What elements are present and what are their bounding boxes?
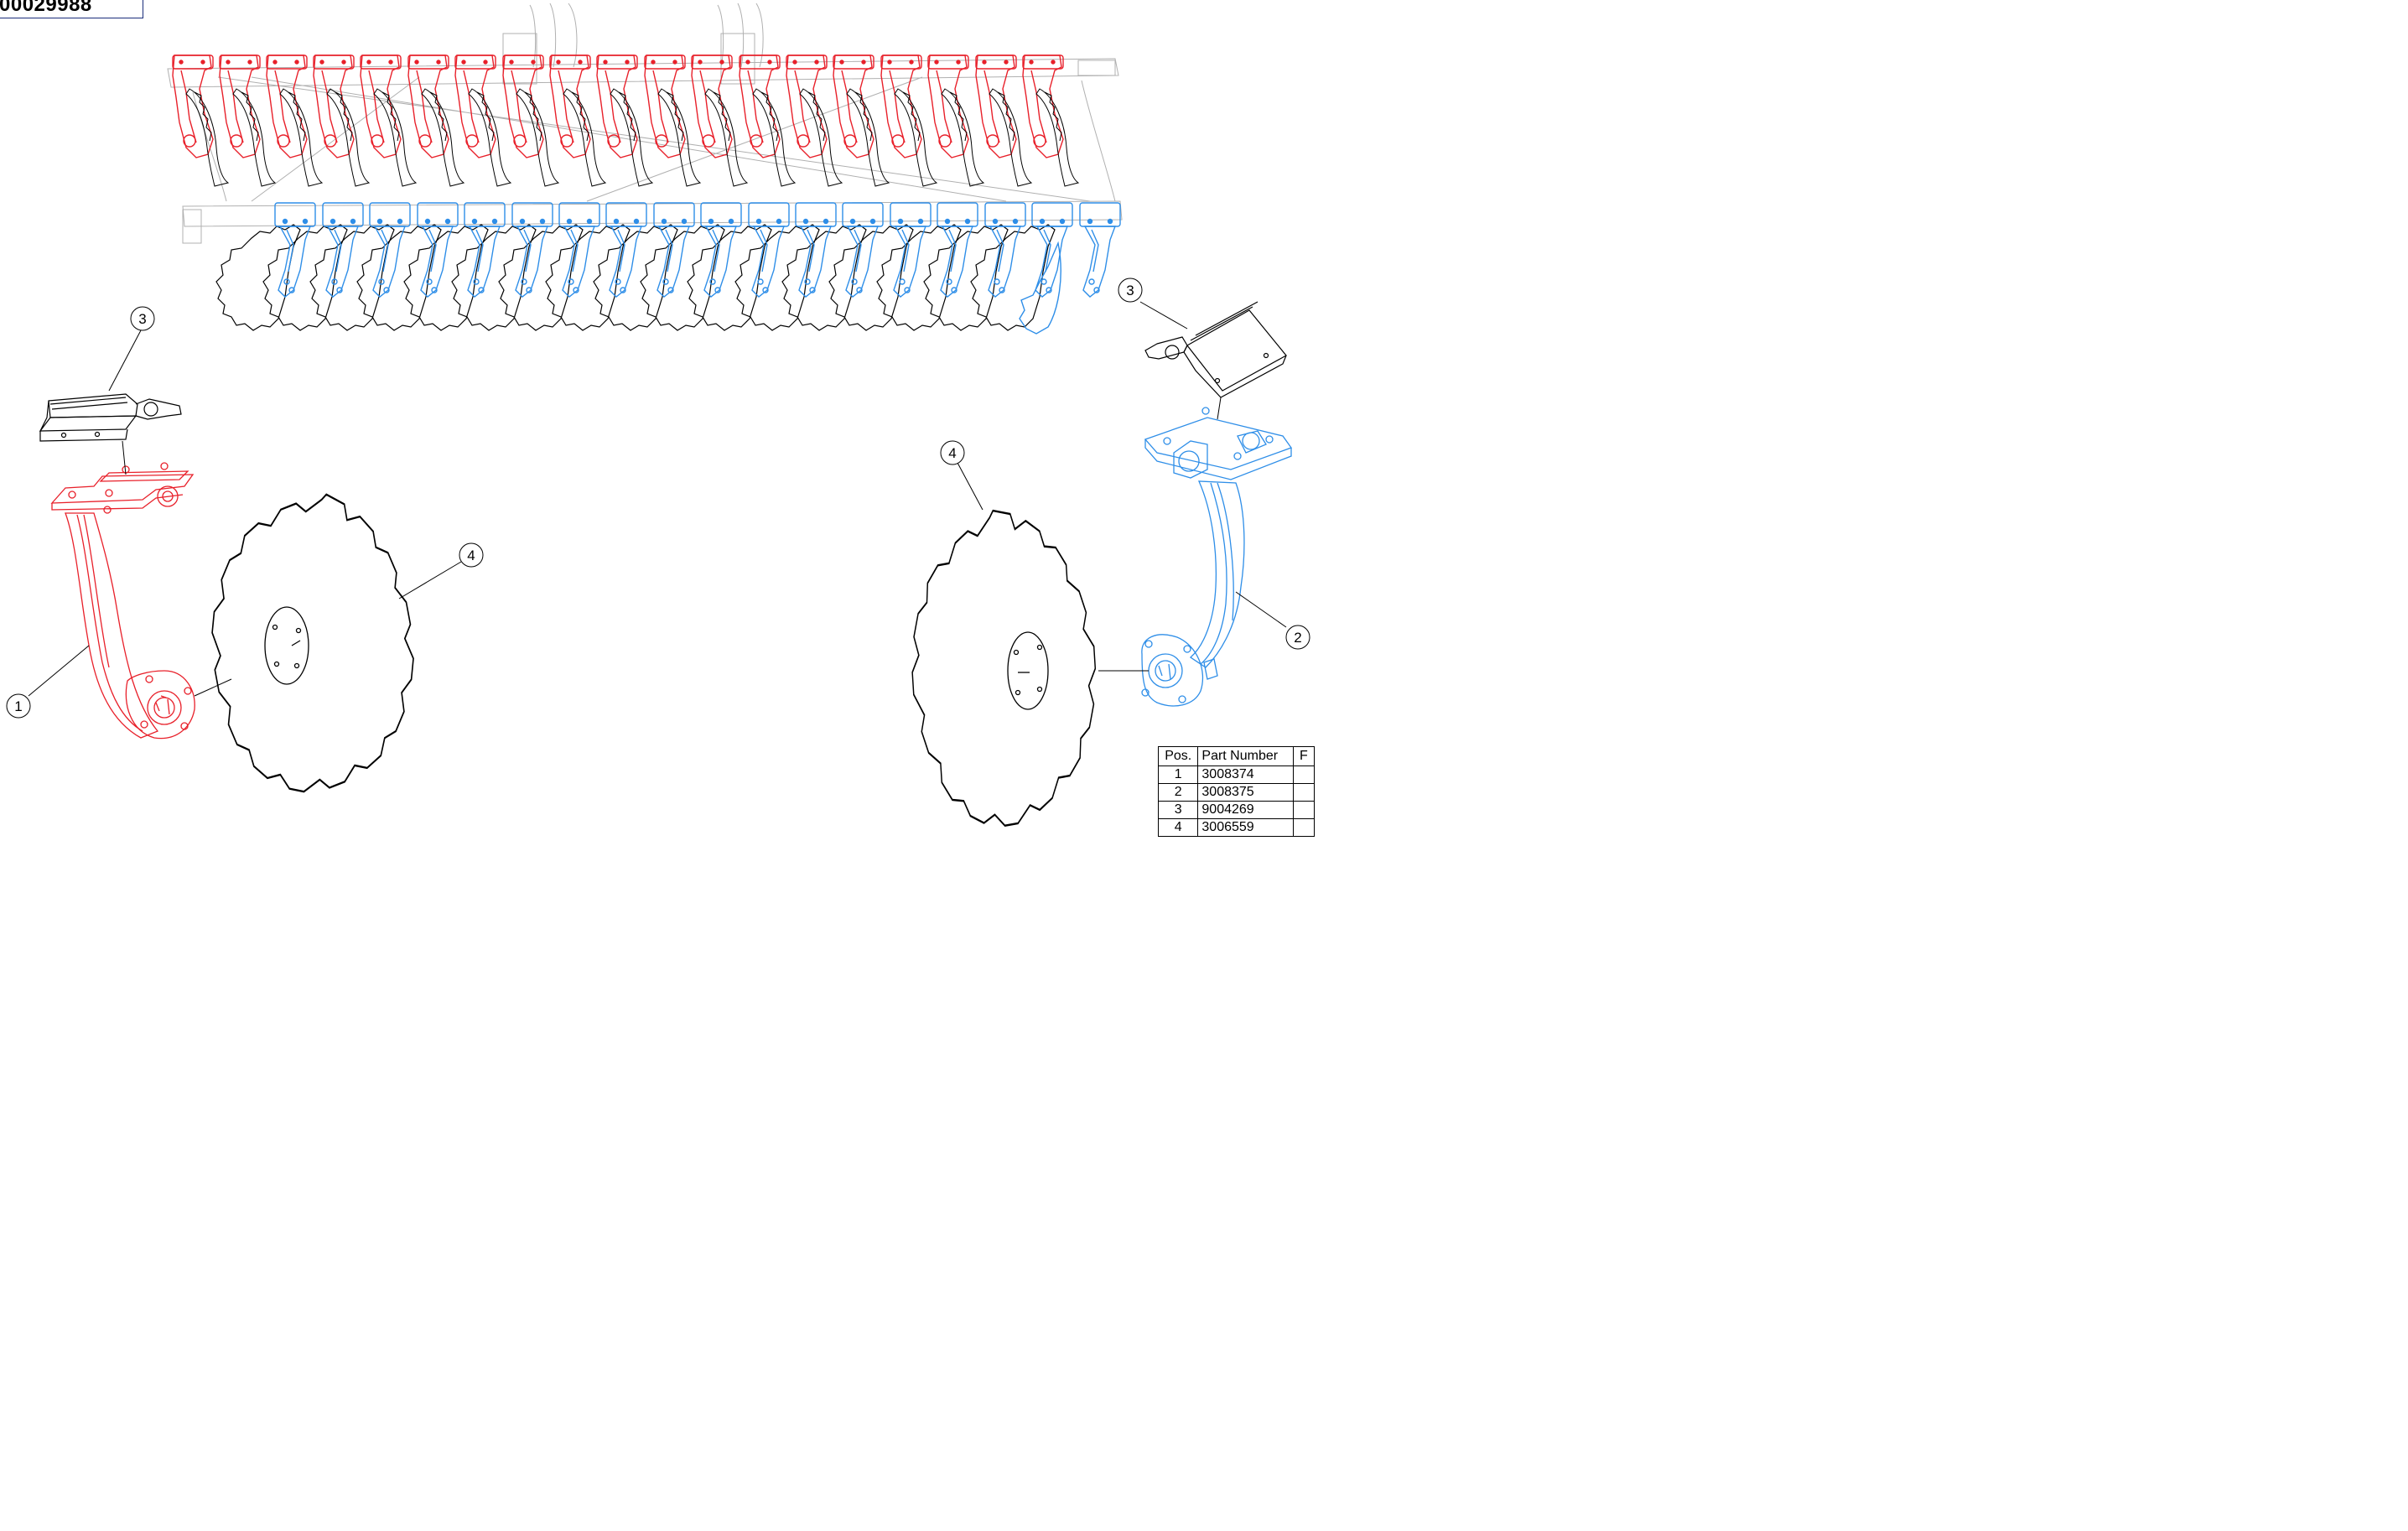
row-extra-cell	[1292, 783, 1316, 802]
front-row-discs	[185, 88, 1079, 187]
row-pos: 3	[1157, 801, 1199, 819]
header-part-number: Part Number	[1197, 746, 1294, 766]
leader-line-3-right	[1139, 301, 1188, 330]
leader-line-1	[28, 645, 90, 697]
notched-disc-right	[902, 493, 1105, 837]
leader-line-3-left	[108, 330, 142, 392]
table-row: 2 3008375	[1157, 783, 1316, 802]
callout-3-right: 3	[1118, 278, 1143, 303]
row-part-number: 3008375	[1197, 783, 1294, 802]
callout-4-right-label: 4	[948, 445, 956, 461]
leader-line-2	[1235, 591, 1287, 628]
table-row: 1 3008374	[1157, 766, 1316, 784]
table-row: 4 3006559	[1157, 818, 1316, 837]
row-part-number: 9004269	[1197, 801, 1294, 819]
row-part-number: 3006559	[1197, 818, 1294, 837]
assembly-line-3-2	[1217, 397, 1222, 420]
rear-row-shanks	[274, 202, 1121, 298]
front-row-shanks	[172, 54, 1064, 158]
callout-2: 2	[1285, 625, 1310, 650]
row-pos: 4	[1157, 818, 1199, 837]
right-exploded-view	[902, 301, 1293, 837]
callout-2-label: 2	[1294, 630, 1301, 646]
drawing-number-box: 00029988	[0, 0, 143, 18]
callout-3-left-label: 3	[138, 311, 146, 327]
row-extra-cell	[1292, 801, 1316, 819]
leader-line-4-right	[957, 462, 983, 511]
callout-4-left: 4	[459, 542, 484, 568]
callout-4-left-label: 4	[467, 548, 475, 563]
row-extra-cell	[1292, 766, 1316, 784]
parts-list-table: Pos. Part Number F 1 3008374 2 3008375 3…	[1157, 746, 1316, 837]
notched-disc-left	[198, 473, 428, 812]
callout-1-label: 1	[14, 698, 22, 714]
header-truncated: F	[1292, 746, 1316, 766]
callout-1: 1	[6, 693, 31, 719]
assembly-line-3-1	[122, 440, 127, 475]
row-extra-cell	[1292, 818, 1316, 837]
rear-row-discs	[215, 224, 1056, 331]
row-part-number: 3008374	[1197, 766, 1294, 784]
callout-3-left: 3	[130, 306, 155, 331]
disc-arm-red	[50, 462, 195, 740]
harrow-assembly-overview	[167, 3, 1123, 335]
rear-end-disc-highlight	[1019, 241, 1061, 335]
leader-line-4-left	[398, 561, 462, 599]
disc-arm-blue	[1141, 407, 1293, 707]
exploded-parts-diagram: 1 2 3 3 4 4	[6, 3, 1310, 837]
callout-balloons: 1 2 3 3 4 4	[6, 278, 1310, 719]
clamp-bracket-left	[39, 393, 182, 442]
table-header-row: Pos. Part Number F	[1157, 746, 1316, 766]
frame-outline	[167, 3, 1123, 244]
row-pos: 1	[1157, 766, 1199, 784]
callout-3-right-label: 3	[1126, 283, 1134, 298]
table-row: 3 9004269	[1157, 801, 1316, 819]
clamp-bracket-right	[1144, 301, 1287, 398]
left-exploded-view	[28, 330, 462, 812]
axle-line-left	[194, 678, 232, 697]
drawing-number: 00029988	[0, 0, 92, 16]
callout-4-right: 4	[940, 440, 965, 465]
row-pos: 2	[1157, 783, 1199, 802]
header-pos: Pos.	[1157, 746, 1199, 766]
